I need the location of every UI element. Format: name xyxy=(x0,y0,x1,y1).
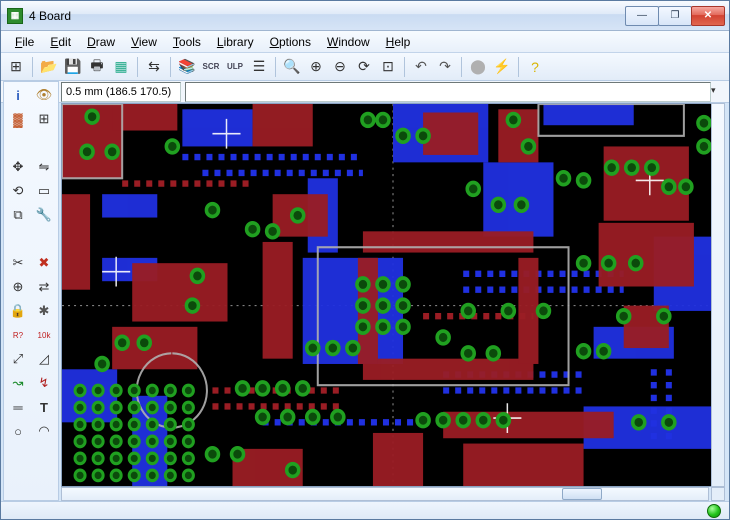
layers-icon[interactable]: 📚 xyxy=(176,56,198,78)
copy-icon[interactable]: ⧉ xyxy=(6,204,30,226)
display-icon[interactable]: ▓ xyxy=(6,108,30,130)
toolbar-separator xyxy=(461,57,462,77)
blank3[interactable] xyxy=(6,228,30,250)
zoom-in-icon[interactable]: ⊕ xyxy=(305,56,327,78)
list-icon[interactable]: ☰ xyxy=(248,56,270,78)
value-icon[interactable]: 10k xyxy=(32,324,56,346)
blank1[interactable] xyxy=(6,132,30,154)
text-icon[interactable]: T xyxy=(32,396,56,418)
toolbar-separator xyxy=(275,57,276,77)
toolbar-separator xyxy=(170,57,171,77)
status-bar xyxy=(1,501,729,519)
command-bar: 0.5 mm (186.5 170.5) xyxy=(1,81,729,103)
menu-edit[interactable]: Edit xyxy=(42,33,79,51)
add-icon[interactable]: ⊕ xyxy=(6,276,30,298)
save-icon[interactable]: 💾 xyxy=(62,56,84,78)
command-dropdown-icon[interactable]: ▾ xyxy=(711,85,725,99)
show-icon[interactable]: 👁 xyxy=(32,84,56,106)
arc-icon[interactable]: ◠ xyxy=(32,420,56,442)
print-icon[interactable]: 🖶 xyxy=(86,56,108,78)
cut-icon[interactable]: ✂ xyxy=(6,252,30,274)
scroll-corner xyxy=(711,487,725,501)
delete-icon[interactable]: ✖ xyxy=(32,252,56,274)
miter-icon[interactable]: ◿ xyxy=(32,348,56,370)
redo-icon[interactable]: ↷ xyxy=(434,56,456,78)
zoom-out-icon[interactable]: ⊖ xyxy=(329,56,351,78)
move-icon[interactable]: ✥ xyxy=(6,156,30,178)
route-icon[interactable]: ↝ xyxy=(6,372,30,394)
toolbar-separator xyxy=(518,57,519,77)
blank4[interactable] xyxy=(32,228,56,250)
zoom-redraw-icon[interactable]: ⟳ xyxy=(353,56,375,78)
menu-view[interactable]: View xyxy=(123,33,165,51)
app-icon: ▦ xyxy=(7,8,23,24)
menubar: FileEditDrawViewToolsLibraryOptionsWindo… xyxy=(1,31,729,53)
grid-icon[interactable]: ⊞ xyxy=(5,56,27,78)
board-canvas[interactable] xyxy=(61,103,725,487)
titlebar: ▦ 4 Board — ❐ ✕ xyxy=(1,1,729,31)
status-led xyxy=(707,504,721,518)
lock-icon[interactable]: 🔒 xyxy=(6,300,30,322)
name-icon[interactable]: R? xyxy=(6,324,30,346)
help-icon[interactable]: ? xyxy=(524,56,546,78)
toolbar-main: ⊞ 📂💾🖶▦ ⇆ 📚SCRULP☰ 🔍⊕⊖⟳⊡ ↶↷ ⬤⚡? xyxy=(1,53,729,81)
layers-icon[interactable]: ⊞ xyxy=(32,108,56,130)
undo-icon[interactable]: ↶ xyxy=(410,56,432,78)
coord-display: 0.5 mm (186.5 170.5) xyxy=(61,82,181,102)
toolbar-separator xyxy=(404,57,405,77)
smash-icon[interactable]: ✱ xyxy=(32,300,56,322)
open-icon[interactable]: 📂 xyxy=(38,56,60,78)
ripup-icon[interactable]: ↯ xyxy=(32,372,56,394)
group-icon[interactable]: ▭ xyxy=(32,180,56,202)
toolbar-separator xyxy=(137,57,138,77)
script-icon[interactable]: SCR xyxy=(200,56,222,78)
close-button[interactable]: ✕ xyxy=(691,6,725,26)
rotate-icon[interactable]: ⟲ xyxy=(6,180,30,202)
go-icon[interactable]: ⚡ xyxy=(491,56,513,78)
tool-palette: i👁▓⊞ ✥⇋⟲▭⧉🔧 ✂✖⊕⇄🔒✱R?10k⤢◿↝↯═T○◠ xyxy=(3,81,59,501)
replace-icon[interactable]: ⇄ xyxy=(32,276,56,298)
stop-icon[interactable]: ⬤ xyxy=(467,56,489,78)
menu-window[interactable]: Window xyxy=(319,33,378,51)
blank2[interactable] xyxy=(32,132,56,154)
menu-file[interactable]: File xyxy=(7,33,42,51)
menu-draw[interactable]: Draw xyxy=(79,33,123,51)
minimize-button[interactable]: — xyxy=(625,6,659,26)
horizontal-scrollbar[interactable] xyxy=(61,487,709,501)
zoom-fit-icon[interactable]: 🔍 xyxy=(281,56,303,78)
menu-options[interactable]: Options xyxy=(262,33,319,51)
circle-icon[interactable]: ○ xyxy=(6,420,30,442)
menu-help[interactable]: Help xyxy=(378,33,419,51)
wire-icon[interactable]: ═ xyxy=(6,396,30,418)
menu-tools[interactable]: Tools xyxy=(165,33,209,51)
maximize-button[interactable]: ❐ xyxy=(658,6,692,26)
window-title: 4 Board xyxy=(29,9,626,23)
cam-export-icon[interactable]: ▦ xyxy=(110,56,132,78)
menu-library[interactable]: Library xyxy=(209,33,262,51)
hscroll-thumb[interactable] xyxy=(562,488,602,500)
ulp-icon[interactable]: ULP xyxy=(224,56,246,78)
toolbar-separator xyxy=(32,57,33,77)
change-icon[interactable]: 🔧 xyxy=(32,204,56,226)
info-icon[interactable]: i xyxy=(6,84,30,106)
vertical-scrollbar[interactable] xyxy=(711,103,725,487)
zoom-select-icon[interactable]: ⊡ xyxy=(377,56,399,78)
mirror-icon[interactable]: ⇋ xyxy=(32,156,56,178)
command-input[interactable] xyxy=(185,82,711,102)
split-icon[interactable]: ⤢ xyxy=(6,348,30,370)
switch-board-icon[interactable]: ⇆ xyxy=(143,56,165,78)
